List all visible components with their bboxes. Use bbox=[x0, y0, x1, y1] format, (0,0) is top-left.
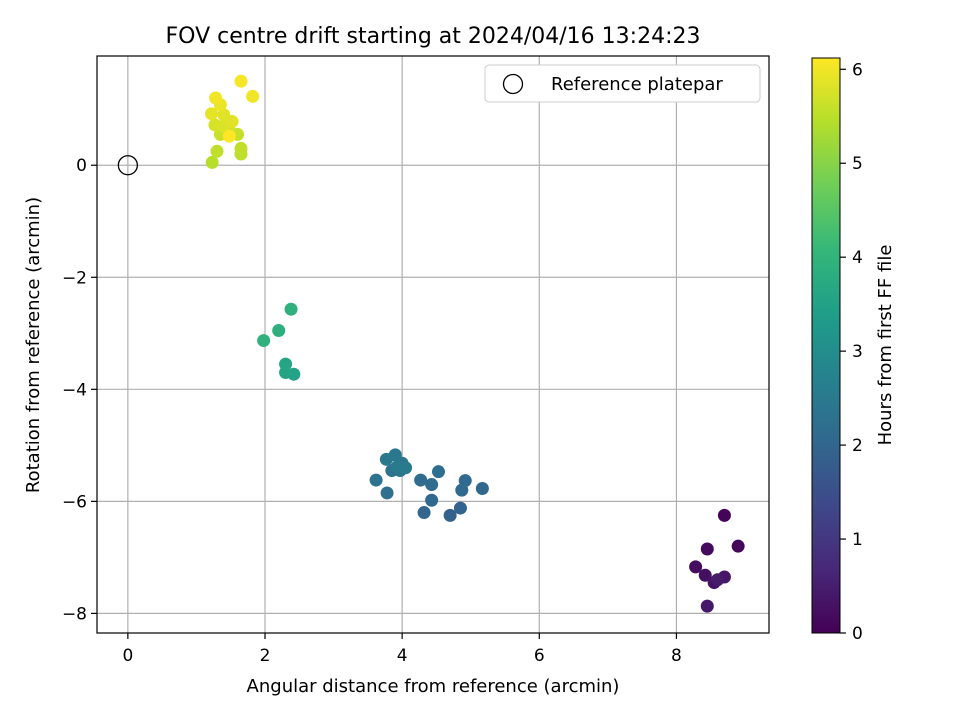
y-tick-label: 0 bbox=[76, 156, 87, 176]
data-point bbox=[700, 542, 714, 556]
data-point bbox=[205, 107, 219, 121]
y-tick-label: −4 bbox=[62, 380, 87, 400]
reference-point bbox=[117, 155, 139, 176]
data-point bbox=[700, 599, 714, 613]
data-point bbox=[234, 74, 248, 88]
colorbar: 0 1 2 3 4 5 6 Hours from first FF file bbox=[811, 57, 896, 644]
colorbar-tick-label: 6 bbox=[852, 60, 863, 80]
data-point bbox=[388, 448, 402, 462]
colorbar-gradient bbox=[811, 57, 841, 634]
y-tick-label: −2 bbox=[62, 268, 87, 288]
colorbar-tick-label: 0 bbox=[852, 624, 863, 644]
data-point bbox=[711, 573, 725, 587]
chart-title: FOV centre drift starting at 2024/04/16 … bbox=[166, 24, 701, 49]
data-point bbox=[698, 568, 712, 582]
data-point bbox=[222, 129, 236, 143]
data-point bbox=[399, 461, 413, 475]
y-axis-label: Rotation from reference (arcmin) bbox=[23, 197, 44, 493]
colorbar-tick-label: 5 bbox=[852, 154, 863, 174]
data-point bbox=[272, 323, 286, 337]
data-point bbox=[425, 478, 439, 492]
data-point bbox=[209, 91, 223, 105]
plot-frame bbox=[96, 55, 770, 634]
data-point bbox=[431, 465, 445, 479]
y-tick-label: −6 bbox=[62, 492, 87, 512]
colorbar-label: Hours from first FF file bbox=[875, 245, 896, 446]
data-point bbox=[414, 473, 428, 487]
data-point bbox=[380, 486, 394, 500]
legend-label-reference-platepar: Reference platepar bbox=[551, 74, 723, 95]
data-point bbox=[458, 474, 472, 488]
data-point bbox=[279, 357, 293, 371]
data-point bbox=[217, 108, 231, 122]
scatter-points bbox=[205, 74, 745, 613]
x-tick-label: 0 bbox=[122, 646, 133, 666]
data-point bbox=[417, 506, 431, 520]
x-axis-label: Angular distance from reference (arcmin) bbox=[247, 676, 620, 697]
colorbar-tick-label: 4 bbox=[852, 248, 863, 268]
colorbar-tick-label: 3 bbox=[852, 342, 863, 362]
data-point bbox=[717, 508, 731, 522]
data-point bbox=[205, 155, 219, 169]
data-point bbox=[443, 508, 457, 522]
x-tick-label: 8 bbox=[671, 646, 682, 666]
x-tick-label: 6 bbox=[534, 646, 545, 666]
legend-box bbox=[484, 64, 761, 103]
reference-platepar-marker bbox=[117, 155, 139, 176]
colorbar-ticks: 0 1 2 3 4 5 6 bbox=[840, 60, 863, 644]
data-point bbox=[210, 144, 224, 158]
data-point bbox=[257, 334, 271, 348]
data-point bbox=[731, 539, 745, 553]
data-point bbox=[284, 302, 298, 316]
plot-area: 0 2 4 6 8 −8 −6 −4 −2 0 bbox=[62, 55, 770, 666]
x-tick-label: 2 bbox=[260, 646, 271, 666]
x-tick-label: 4 bbox=[397, 646, 408, 666]
y-tick-label: −8 bbox=[62, 604, 87, 624]
data-point bbox=[234, 141, 248, 155]
colorbar-tick-label: 2 bbox=[852, 436, 863, 456]
data-point bbox=[689, 560, 703, 574]
colorbar-tick-label: 1 bbox=[852, 530, 863, 550]
data-point bbox=[246, 89, 260, 103]
axis-ticks: 0 2 4 6 8 −8 −6 −4 −2 0 bbox=[62, 156, 682, 666]
data-point bbox=[369, 473, 383, 487]
legend: Reference platepar bbox=[484, 64, 761, 103]
legend-marker-reference-platepar bbox=[502, 73, 524, 95]
data-point bbox=[475, 481, 489, 495]
data-point bbox=[425, 493, 439, 507]
data-point bbox=[453, 501, 467, 515]
